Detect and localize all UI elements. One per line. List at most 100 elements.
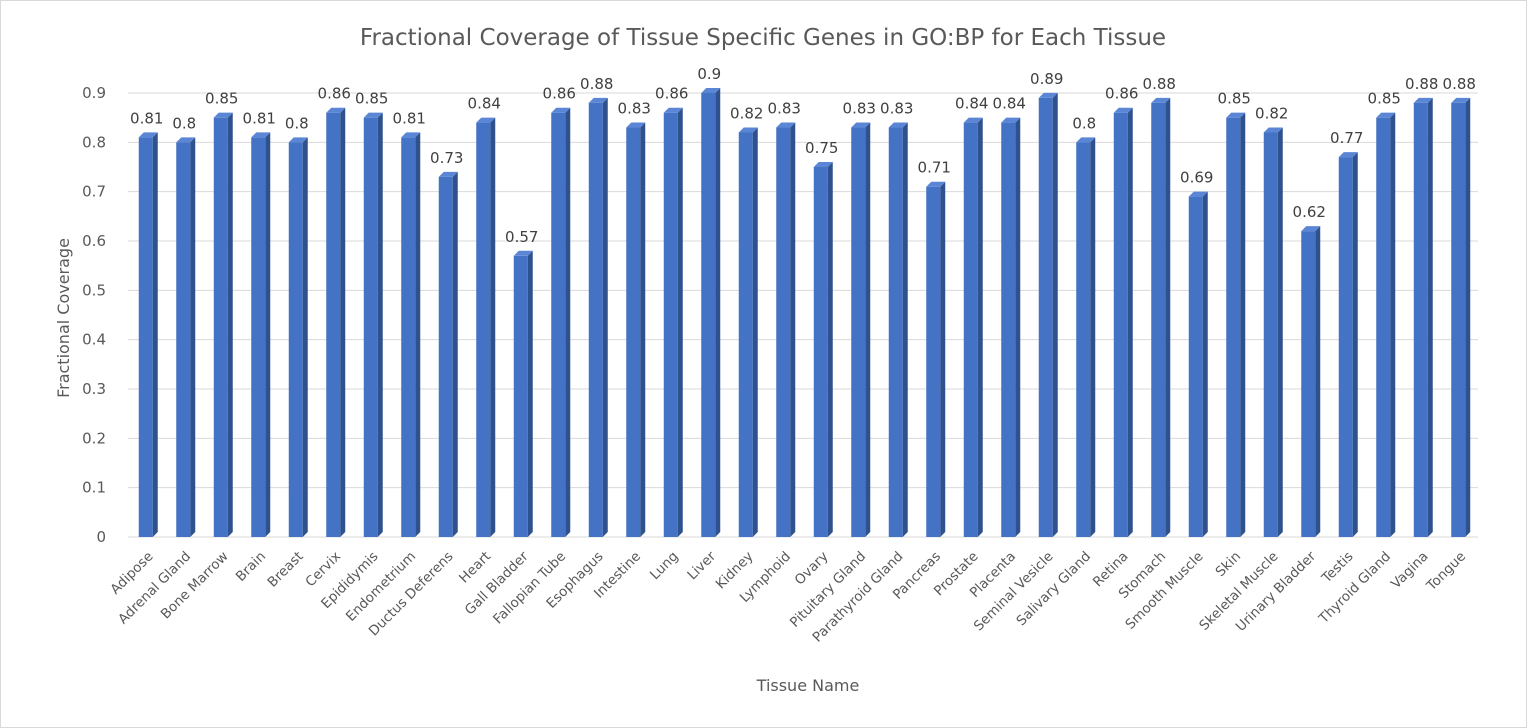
bar-top — [1301, 226, 1321, 232]
bar — [776, 122, 796, 538]
bar-front — [288, 142, 303, 538]
bar — [701, 88, 721, 537]
bar — [138, 132, 158, 537]
bar-front — [176, 142, 191, 538]
bar — [851, 122, 871, 538]
bar-top — [213, 112, 233, 118]
bar-front — [363, 117, 378, 538]
bar — [176, 137, 196, 538]
y-tick-label: 0.7 — [82, 183, 106, 201]
bar-front — [963, 122, 978, 537]
bar-top — [963, 117, 983, 123]
bar-side — [1315, 226, 1321, 537]
data-label: 0.57 — [505, 228, 538, 246]
bar — [1301, 226, 1321, 537]
bar-front — [1001, 122, 1016, 537]
bar-side — [452, 171, 458, 537]
bar — [476, 117, 496, 537]
bar-front — [588, 102, 603, 537]
data-label: 0.86 — [543, 85, 576, 103]
bar — [1188, 191, 1208, 537]
bar — [1226, 112, 1246, 538]
bar — [663, 107, 683, 537]
bar-top — [1226, 112, 1246, 118]
data-label: 0.83 — [843, 100, 876, 118]
bar-side — [752, 127, 758, 537]
bar — [1376, 112, 1396, 538]
bar-top — [1113, 107, 1133, 113]
bar-side — [1427, 97, 1433, 537]
bar — [1263, 127, 1283, 537]
bar-side — [1202, 191, 1208, 537]
bar-front — [401, 137, 416, 537]
bar-top — [626, 122, 646, 128]
bar — [963, 117, 983, 537]
y-axis-title: Fractional Coverage — [54, 238, 73, 398]
y-tick-label: 0.8 — [82, 133, 106, 151]
bar-front — [738, 132, 753, 537]
bar-top — [363, 112, 383, 118]
bar-side — [1165, 97, 1171, 537]
bar — [1001, 117, 1021, 537]
bar-side — [190, 137, 196, 538]
bar-front — [1113, 112, 1128, 537]
bar-side — [1015, 117, 1021, 537]
data-label: 0.86 — [655, 85, 688, 103]
category-label: Skin — [1212, 549, 1244, 581]
bar-side — [1127, 107, 1133, 537]
y-tick-label: 0.4 — [82, 331, 106, 349]
bar-front — [138, 137, 153, 537]
category-label: Lung — [647, 549, 682, 584]
data-label: 0.83 — [618, 100, 651, 118]
data-label: 0.84 — [993, 95, 1026, 113]
bar-front — [551, 112, 566, 537]
y-tick-label: 0.5 — [82, 281, 106, 299]
bar-side — [227, 112, 233, 538]
bar-side — [902, 122, 908, 538]
bar-front — [888, 127, 903, 538]
bar — [588, 97, 608, 537]
bar-front — [776, 127, 791, 538]
bar — [888, 122, 908, 538]
data-label: 0.81 — [243, 109, 276, 127]
bar-front — [1076, 142, 1091, 538]
bar-side — [265, 132, 271, 537]
bar-side — [1352, 152, 1358, 537]
bar-top — [551, 107, 571, 113]
bar — [251, 132, 271, 537]
bar-side — [340, 107, 346, 537]
bar-front — [1151, 102, 1166, 537]
bar-top — [251, 132, 271, 138]
category-label: Vagina — [1388, 549, 1432, 593]
data-label: 0.83 — [768, 100, 801, 118]
bar-front — [663, 112, 678, 537]
bar-front — [1301, 231, 1316, 537]
bar-top — [1451, 97, 1471, 103]
bar — [738, 127, 758, 537]
bars — [138, 88, 1471, 538]
bar-top — [288, 137, 308, 143]
bar-front — [626, 127, 641, 538]
bar-side — [302, 137, 308, 538]
data-label: 0.84 — [955, 95, 988, 113]
bar-front — [1451, 102, 1466, 537]
bar-top — [888, 122, 908, 128]
bar-front — [1263, 132, 1278, 537]
bar-front — [438, 176, 453, 537]
bar-front — [701, 93, 716, 537]
bar-top — [401, 132, 421, 138]
bar-top — [138, 132, 158, 138]
category-label: Liver — [684, 548, 719, 583]
bar — [626, 122, 646, 538]
bar-top — [326, 107, 346, 113]
data-label: 0.83 — [880, 100, 913, 118]
data-label: 0.73 — [430, 149, 463, 167]
bar-top — [1151, 97, 1171, 103]
data-label: 0.82 — [730, 104, 763, 122]
bar-side — [152, 132, 158, 537]
bar — [813, 162, 833, 537]
bar-top — [776, 122, 796, 128]
bar-top — [1038, 92, 1058, 98]
data-label: 0.88 — [1143, 75, 1176, 93]
